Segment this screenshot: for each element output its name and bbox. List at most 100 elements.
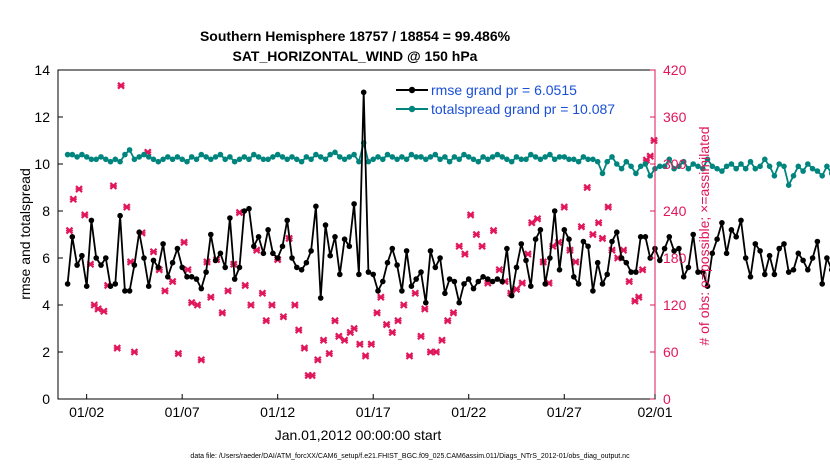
obs-marker bbox=[207, 293, 215, 301]
totalspread-point bbox=[165, 154, 171, 160]
rmse-point bbox=[251, 243, 257, 250]
obs-marker bbox=[577, 222, 586, 231]
obs-marker bbox=[168, 277, 177, 286]
rmse-point bbox=[633, 269, 639, 275]
rmse-point bbox=[790, 267, 797, 273]
rmse-point bbox=[508, 292, 515, 299]
totalspread-point bbox=[647, 173, 653, 179]
obs-marker bbox=[382, 320, 391, 329]
totalspread-point bbox=[69, 151, 76, 158]
rmse-point bbox=[155, 264, 162, 271]
totalspread-point bbox=[356, 158, 362, 165]
rmse-point bbox=[327, 252, 334, 259]
rmse-point bbox=[332, 234, 338, 240]
totalspread-point bbox=[661, 163, 668, 170]
obs-marker bbox=[554, 238, 563, 247]
totalspread-point bbox=[465, 154, 472, 160]
legend-box bbox=[392, 78, 650, 120]
rmse-point bbox=[317, 295, 324, 301]
obs-marker bbox=[258, 289, 267, 298]
totalspread-point bbox=[403, 156, 410, 163]
y2-tick-label: 300 bbox=[663, 156, 687, 172]
totalspread-point bbox=[451, 154, 458, 160]
totalspread-point bbox=[523, 156, 529, 163]
obs-marker bbox=[466, 211, 475, 219]
obs-marker bbox=[331, 316, 339, 325]
totalspread-point bbox=[719, 168, 725, 174]
rmse-point bbox=[814, 238, 821, 245]
rmse-point bbox=[74, 262, 80, 268]
totalspread-point bbox=[408, 151, 415, 158]
rmse-point bbox=[723, 250, 730, 257]
y-tick-label: 12 bbox=[34, 109, 50, 125]
y2-tick-label: 0 bbox=[663, 391, 671, 407]
totalspread-point bbox=[566, 156, 572, 163]
totalspread-point bbox=[155, 158, 162, 165]
obs-marker bbox=[80, 211, 89, 219]
rmse-point bbox=[556, 267, 563, 273]
rmse-point bbox=[184, 274, 190, 280]
obs-marker bbox=[394, 316, 402, 325]
obs-marker bbox=[184, 265, 192, 274]
obs-marker bbox=[512, 285, 521, 294]
totalspread-point bbox=[222, 156, 228, 163]
rmse-point bbox=[451, 278, 458, 285]
obs-marker bbox=[325, 349, 334, 358]
totalspread-point bbox=[370, 156, 377, 163]
rmse-point bbox=[322, 222, 329, 228]
totalspread-point bbox=[337, 154, 343, 160]
obs-marker bbox=[193, 301, 202, 309]
rmse-point bbox=[179, 264, 185, 271]
rmse-point bbox=[795, 250, 802, 257]
rmse-point bbox=[403, 248, 410, 254]
obs-marker bbox=[174, 349, 183, 358]
obs-marker bbox=[400, 301, 408, 309]
rmse-point bbox=[762, 271, 768, 278]
totalspread-point bbox=[728, 161, 735, 167]
rmse-point bbox=[776, 245, 782, 252]
rmse-point bbox=[107, 283, 114, 290]
rmse-point bbox=[614, 229, 620, 235]
rmse-point bbox=[690, 231, 696, 238]
rmse-point bbox=[64, 281, 71, 287]
rmse-point bbox=[800, 257, 806, 264]
obs-marker bbox=[650, 136, 658, 145]
rmse-point bbox=[532, 236, 539, 242]
totalspread-point bbox=[246, 156, 252, 163]
obs-marker bbox=[638, 265, 647, 274]
rmse-point bbox=[618, 255, 625, 261]
rmse-point bbox=[432, 264, 439, 271]
totalspread-point bbox=[174, 154, 181, 160]
rmse-point bbox=[666, 234, 673, 240]
totalspread-point bbox=[666, 156, 673, 163]
y2-tick-label: 180 bbox=[663, 250, 687, 266]
obs-marker bbox=[356, 340, 364, 348]
rmse-point bbox=[752, 241, 759, 247]
totalspread-point bbox=[442, 154, 448, 160]
obs-marker bbox=[75, 185, 83, 193]
rmse-point bbox=[499, 278, 506, 285]
totalspread-point bbox=[637, 163, 644, 170]
totalspread-point bbox=[389, 154, 396, 160]
totalspread-point bbox=[680, 158, 687, 165]
obs-marker bbox=[478, 242, 486, 251]
totalspread-point bbox=[528, 151, 534, 158]
rmse-point bbox=[246, 205, 252, 212]
obs-marker bbox=[117, 81, 125, 90]
rmse-point bbox=[413, 276, 420, 282]
rmse-point bbox=[279, 243, 286, 250]
obs-marker bbox=[560, 203, 569, 211]
obs-marker bbox=[235, 208, 244, 217]
totalspread-point bbox=[489, 154, 496, 160]
y2-tick-label: 360 bbox=[663, 109, 687, 125]
rmse-point bbox=[547, 255, 553, 261]
totalspread-point bbox=[580, 154, 587, 160]
rmse-point bbox=[442, 290, 448, 297]
obs-marker bbox=[69, 195, 78, 204]
totalspread-point bbox=[413, 154, 420, 160]
rmse-point bbox=[427, 248, 434, 254]
rmse-point bbox=[337, 271, 343, 278]
obs-marker bbox=[335, 332, 343, 341]
rmse-point bbox=[437, 255, 443, 261]
rmse-point bbox=[98, 262, 104, 268]
